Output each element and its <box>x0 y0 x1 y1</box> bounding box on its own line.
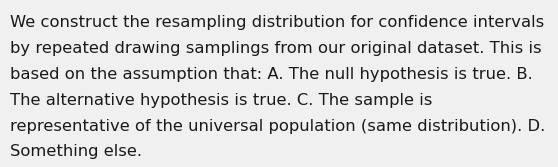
Text: The alternative hypothesis is true. C. The sample is: The alternative hypothesis is true. C. T… <box>10 93 432 108</box>
Text: representative of the universal population (same distribution). D.: representative of the universal populati… <box>10 119 545 134</box>
Text: We construct the resampling distribution for confidence intervals: We construct the resampling distribution… <box>10 15 544 30</box>
Text: Something else.: Something else. <box>10 144 142 159</box>
Text: based on the assumption that: A. The null hypothesis is true. B.: based on the assumption that: A. The nul… <box>10 67 533 82</box>
Text: by repeated drawing samplings from our original dataset. This is: by repeated drawing samplings from our o… <box>10 41 542 56</box>
